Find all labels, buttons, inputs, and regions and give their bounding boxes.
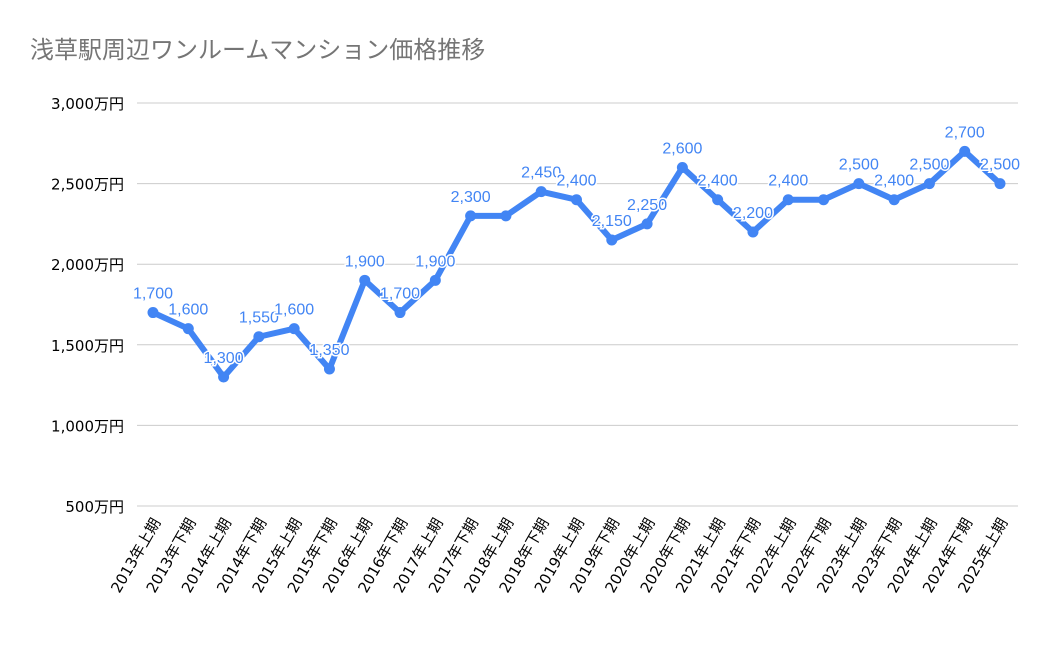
data-point — [853, 178, 865, 190]
data-point — [465, 210, 477, 222]
data-label: 2,500 — [839, 157, 879, 174]
data-label: 1,600 — [274, 302, 314, 319]
data-point — [923, 178, 935, 190]
data-label: 1,700 — [380, 286, 420, 303]
y-tick-label: 2,500万円 — [51, 176, 124, 194]
data-label: 2,400 — [556, 173, 596, 190]
data-point — [218, 371, 230, 383]
data-label: 2,500 — [980, 157, 1020, 174]
data-point — [182, 323, 194, 335]
data-point — [253, 331, 265, 343]
data-label: 2,600 — [662, 140, 702, 157]
data-label: 2,400 — [768, 173, 808, 190]
y-tick-label: 1,000万円 — [51, 417, 124, 435]
data-point — [606, 234, 618, 246]
data-point — [288, 323, 300, 335]
y-tick-label: 3,000万円 — [51, 95, 124, 113]
data-point — [994, 178, 1006, 190]
y-tick-label: 1,500万円 — [51, 337, 124, 355]
data-point — [571, 194, 582, 206]
data-point — [394, 307, 406, 319]
data-point — [747, 226, 759, 238]
data-label: 1,900 — [415, 253, 455, 270]
data-point — [500, 210, 512, 222]
data-label: 1,350 — [309, 342, 349, 359]
data-point — [147, 307, 159, 319]
data-point — [323, 363, 335, 375]
data-label: 1,900 — [345, 253, 385, 270]
data-point — [676, 161, 688, 173]
data-label: 2,700 — [945, 124, 985, 141]
data-label: 2,250 — [627, 197, 667, 214]
data-label: 1,300 — [204, 350, 244, 367]
data-point — [359, 274, 371, 286]
y-tick-label: 500万円 — [65, 498, 124, 516]
data-point — [959, 145, 971, 157]
data-point — [818, 194, 830, 206]
data-label: 2,450 — [521, 165, 561, 182]
data-point — [429, 274, 441, 286]
data-point — [535, 186, 547, 198]
data-point — [641, 218, 653, 230]
chart-title: 浅草駅周辺ワンルームマンション価格推移 — [30, 36, 486, 64]
data-point — [782, 194, 794, 206]
data-label: 1,600 — [168, 302, 208, 319]
data-label: 2,400 — [698, 173, 738, 190]
data-label: 2,300 — [451, 189, 491, 206]
data-label: 2,150 — [592, 213, 632, 230]
data-label: 2,400 — [874, 173, 914, 190]
data-point — [888, 194, 900, 206]
y-tick-label: 2,000万円 — [51, 256, 124, 274]
data-label: 1,550 — [239, 310, 279, 327]
data-point — [712, 194, 724, 206]
data-label: 1,700 — [133, 286, 173, 303]
data-label: 2,200 — [733, 205, 773, 222]
data-label: 2,500 — [909, 157, 949, 174]
